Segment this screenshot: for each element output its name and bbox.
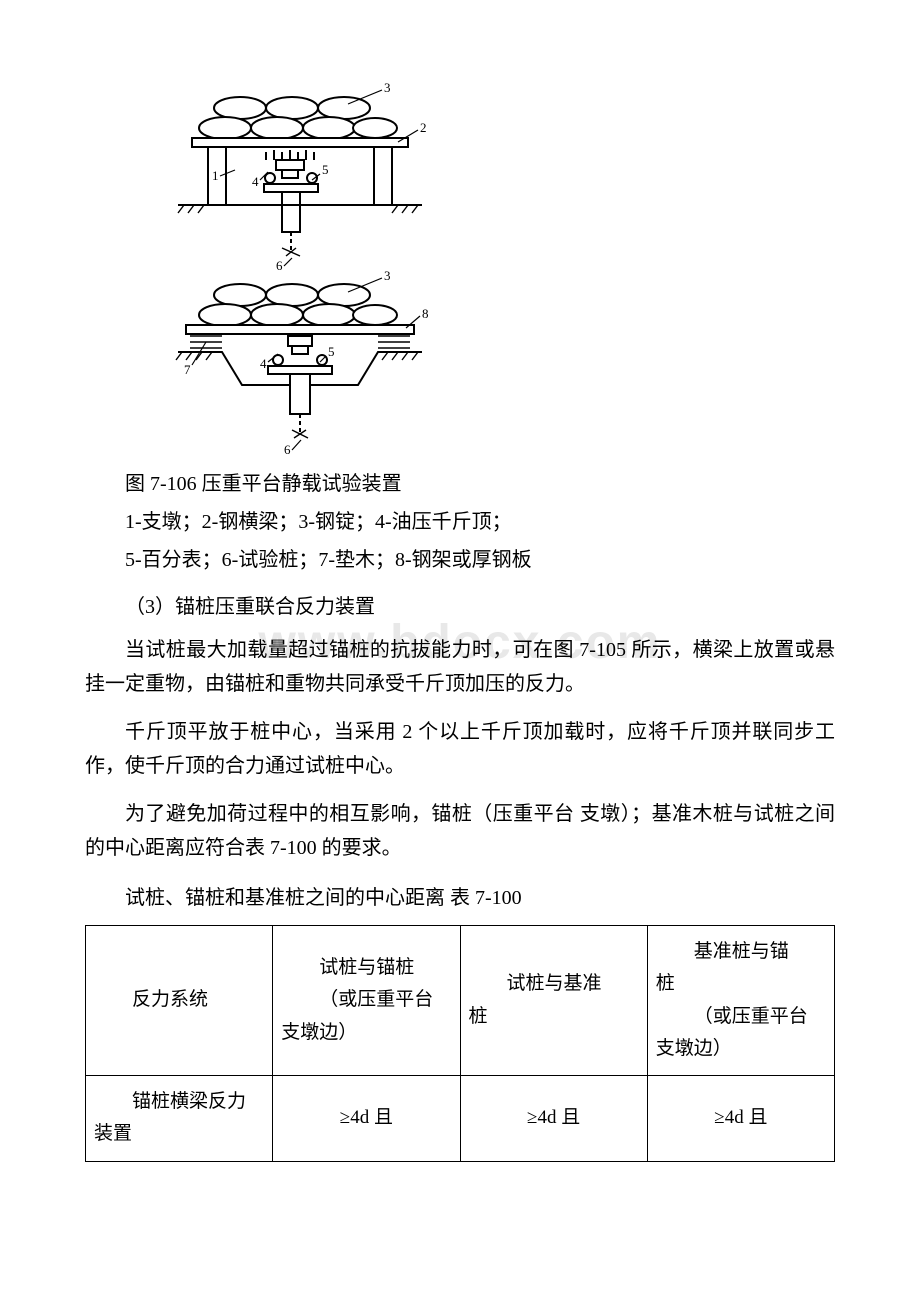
td-r0-c3: ≥4d 且 bbox=[460, 1076, 647, 1162]
paragraph-1: 当试桩最大加载量超过锚桩的抗拔能力时，可在图 7-105 所示，横梁上放置或悬挂… bbox=[85, 633, 835, 701]
figure-legend-1: 1-支墩；2-钢横梁；3-钢锭；4-油压千斤顶； bbox=[85, 505, 835, 539]
th-c4c: （或压重平台支墩边） bbox=[656, 1001, 826, 1066]
th-c2a: 试桩与锚桩 bbox=[281, 952, 451, 984]
fig2-label-5: 5 bbox=[328, 344, 335, 359]
table-7-100: 反力系统 试桩与锚桩 （或压重平台支墩边） 试桩与基准 桩 基准桩与锚 桩 （或… bbox=[85, 925, 835, 1162]
paragraph-3: 为了避免加荷过程中的相互影响，锚桩（压重平台 支墩）；基准木桩与试桩之间的中心距… bbox=[85, 797, 835, 865]
fig2-label-3: 3 bbox=[384, 270, 391, 283]
fig1-label-1: 1 bbox=[212, 168, 219, 183]
td-r0-c1: 锚桩横梁反力装置 bbox=[94, 1086, 264, 1151]
fig1-label-6: 6 bbox=[276, 258, 283, 270]
th-c2b: （或压重平台支墩边） bbox=[281, 984, 451, 1049]
th-c4b: 桩 bbox=[656, 973, 675, 994]
table-header-row: 反力系统 试桩与锚桩 （或压重平台支墩边） 试桩与基准 桩 基准桩与锚 桩 （或… bbox=[86, 926, 835, 1076]
th-c3a: 试桩与基准 bbox=[507, 973, 602, 994]
figure-legend-2: 5-百分表；6-试验桩；7-垫木；8-钢架或厚钢板 bbox=[85, 543, 835, 577]
td-r0-c2: ≥4d 且 bbox=[273, 1076, 460, 1162]
fig2-label-8: 8 bbox=[422, 306, 429, 321]
fig2-label-4: 4 bbox=[260, 356, 267, 371]
figure-7-106: 3 2 1 4 5 6 bbox=[170, 80, 835, 455]
page-content: 3 2 1 4 5 6 bbox=[85, 80, 835, 1162]
fig2-label-7: 7 bbox=[184, 362, 191, 377]
figure-caption: 图 7-106 压重平台静载试验装置 bbox=[85, 467, 835, 501]
fig1-label-4: 4 bbox=[252, 174, 259, 189]
fig2-label-6: 6 bbox=[284, 442, 291, 455]
fig1-label-5: 5 bbox=[322, 162, 329, 177]
fig1-label-3: 3 bbox=[384, 80, 391, 95]
th-c4a: 基准桩与锚 bbox=[694, 941, 789, 962]
td-r0-c4: ≥4d 且 bbox=[647, 1076, 834, 1162]
th-c3b: 桩 bbox=[469, 1006, 488, 1027]
table-row: 锚桩横梁反力装置 ≥4d 且 ≥4d 且 ≥4d 且 bbox=[86, 1076, 835, 1162]
fig1-label-2: 2 bbox=[420, 120, 427, 135]
section-heading: （3）锚桩压重联合反力装置 bbox=[85, 585, 835, 629]
th-c1: 反力系统 bbox=[94, 984, 264, 1016]
paragraph-2: 千斤顶平放于桩中心，当采用 2 个以上千斤顶加载时，应将千斤顶并联同步工作，使千… bbox=[85, 715, 835, 783]
table-title: 试桩、锚桩和基准桩之间的中心距离 表 7-100 bbox=[85, 879, 835, 917]
figure-diagram-bottom: 3 8 7 4 5 6 bbox=[170, 270, 430, 455]
figure-diagram-top: 3 2 1 4 5 6 bbox=[170, 80, 430, 270]
